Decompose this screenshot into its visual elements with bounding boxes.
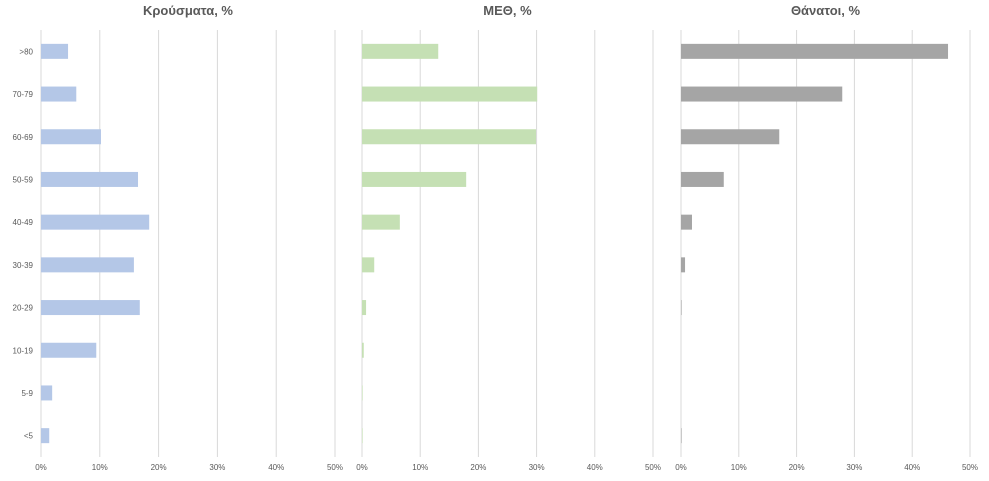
bar (362, 385, 363, 401)
bar (362, 257, 375, 273)
bar (362, 86, 538, 102)
chart-title: Θάνατοι, % (791, 3, 861, 18)
bar (41, 129, 101, 145)
category-label: 40-49 (13, 218, 34, 227)
bar (681, 171, 724, 187)
bar (41, 257, 134, 273)
x-tick-label: 20% (789, 463, 805, 472)
chart-title: ΜΕΘ, % (483, 3, 532, 18)
bar (41, 86, 77, 102)
x-tick-label: 50% (962, 463, 978, 472)
x-tick-label: 0% (675, 463, 687, 472)
x-tick-label: 40% (904, 463, 920, 472)
bar (362, 428, 363, 444)
x-tick-label: 10% (412, 463, 428, 472)
bar (41, 300, 140, 316)
category-label: >80 (19, 47, 33, 56)
x-tick-label: 10% (731, 463, 747, 472)
bar (362, 129, 537, 145)
x-tick-label: 30% (529, 463, 545, 472)
bar (41, 214, 150, 230)
bar (41, 43, 69, 59)
chart-title: Κρούσματα, % (143, 3, 233, 18)
bar (681, 300, 682, 316)
x-tick-label: 40% (587, 463, 603, 472)
bar (41, 171, 139, 187)
bar (681, 129, 780, 145)
bar (41, 385, 53, 401)
category-label: 50-59 (13, 175, 34, 184)
category-label: 70-79 (13, 90, 34, 99)
x-tick-label: 20% (151, 463, 167, 472)
x-tick-label: 30% (209, 463, 225, 472)
x-tick-label: 10% (92, 463, 108, 472)
bar (681, 43, 949, 59)
category-label: 20-29 (13, 304, 34, 313)
x-tick-label: 0% (356, 463, 368, 472)
category-label: 60-69 (13, 133, 34, 142)
bar (41, 342, 97, 358)
x-tick-label: 20% (470, 463, 486, 472)
bar (681, 214, 692, 230)
x-tick-label: 50% (645, 463, 661, 472)
bar (362, 171, 467, 187)
bar (362, 43, 439, 59)
category-label: 5-9 (21, 389, 33, 398)
category-label: 30-39 (13, 261, 34, 270)
category-label: 10-19 (13, 346, 34, 355)
bar (681, 86, 843, 102)
bar (362, 342, 364, 358)
bar (362, 300, 367, 316)
bar (41, 428, 50, 444)
x-tick-label: 0% (35, 463, 47, 472)
x-tick-label: 30% (846, 463, 862, 472)
bar (362, 214, 400, 230)
category-label: <5 (24, 432, 34, 441)
x-tick-label: 40% (268, 463, 284, 472)
bar (681, 257, 686, 273)
bar (681, 428, 682, 444)
x-tick-label: 50% (327, 463, 343, 472)
